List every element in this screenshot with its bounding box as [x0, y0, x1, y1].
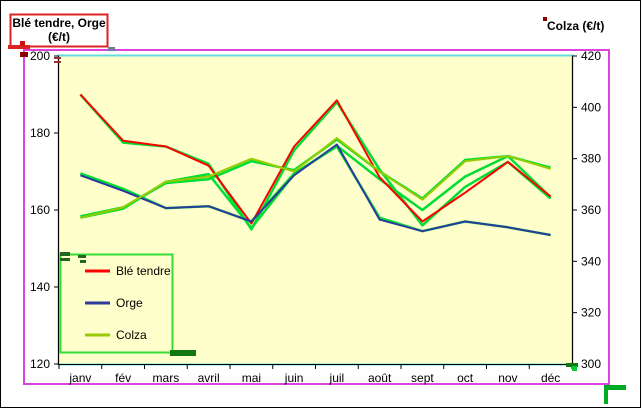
x-tick-label: janv — [68, 371, 91, 385]
left-axis-title-box — [9, 13, 109, 48]
selection-handle — [604, 388, 608, 404]
left-tick-label: 200 — [30, 49, 50, 63]
right-tick-label: 420 — [581, 49, 601, 63]
legend-label: Colza — [116, 328, 147, 342]
selection-handle — [604, 385, 626, 390]
x-tick-label: juil — [329, 371, 345, 385]
x-axis-ticks: janv fév mars avril mai juin juil août sept oct no… — [58, 364, 573, 385]
left-tick-label: 120 — [30, 357, 50, 371]
right-tick-label: 400 — [581, 100, 601, 114]
x-tick-label: déc — [541, 371, 560, 385]
x-tick-label: mars — [153, 371, 180, 385]
series-lines — [79, 93, 552, 236]
selection-handle — [54, 57, 61, 59]
right-axis-ticks: 300 320 340 360 380 400 420 — [572, 49, 601, 371]
left-axis-title-line1: Blé tendre, Orge — [12, 16, 106, 30]
legend-label: Orge — [116, 296, 143, 310]
right-axis-title: Colza (€/t) — [547, 19, 604, 33]
selection-handle — [566, 363, 578, 367]
legend-box — [59, 253, 174, 354]
x-tick-label: avril — [198, 371, 220, 385]
right-tick-label: 360 — [581, 203, 601, 217]
selection-handle — [78, 255, 86, 258]
selection-handle — [572, 366, 577, 371]
right-tick-label: 320 — [581, 306, 601, 320]
x-tick-label: oct — [457, 371, 474, 385]
x-tick-label: fév — [115, 371, 131, 385]
right-tick-label: 340 — [581, 254, 601, 268]
selection-handle — [60, 258, 70, 261]
x-tick-label: mai — [242, 371, 261, 385]
left-tick-label: 180 — [30, 126, 50, 140]
right-tick-label: 300 — [581, 357, 601, 371]
series-line — [80, 137, 551, 219]
right-title-handle — [543, 17, 547, 21]
right-tick-label: 380 — [581, 152, 601, 166]
x-tick-label: juin — [284, 371, 304, 385]
series-line — [79, 93, 552, 225]
legend-label: Blé tendre — [116, 264, 171, 278]
selection-handle — [108, 47, 115, 51]
left-tick-label: 160 — [30, 203, 50, 217]
selection-handle — [20, 41, 25, 46]
chart-area-outline — [23, 49, 610, 385]
selection-handle — [20, 52, 28, 57]
x-tick-label: août — [368, 371, 392, 385]
legend-items: Blé tendre Orge Colza — [85, 264, 171, 342]
x-tick-label: nov — [498, 371, 517, 385]
left-tick-label: 140 — [30, 280, 50, 294]
selection-handle — [8, 45, 30, 49]
selection-handle — [80, 260, 86, 263]
x-tick-label: sept — [411, 371, 434, 385]
left-axis-title-line2: (€/t) — [48, 30, 70, 44]
series-line — [80, 143, 551, 236]
left-axis-ticks: 120 140 160 180 200 — [30, 49, 59, 371]
selection-handle — [60, 252, 70, 256]
selection-handle — [54, 61, 61, 63]
selection-handle — [170, 350, 196, 356]
